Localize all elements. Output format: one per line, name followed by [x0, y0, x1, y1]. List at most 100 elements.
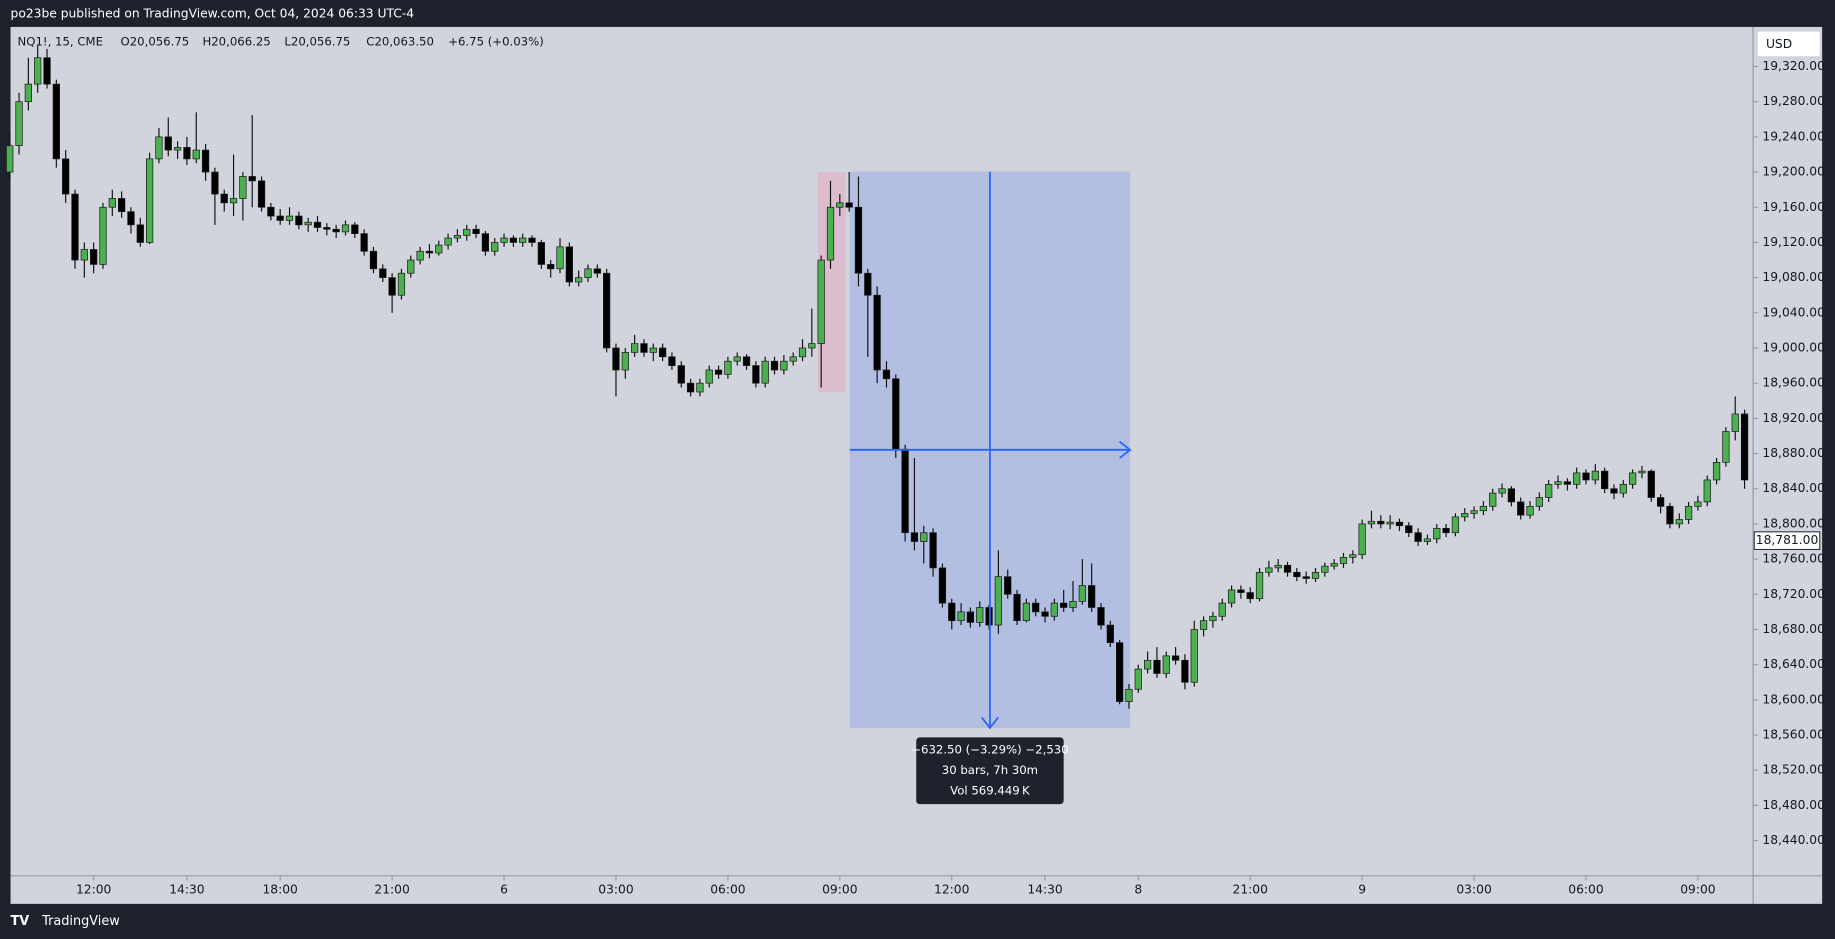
y-tick-label: 19,240.00: [1762, 129, 1825, 143]
candle-body: [1032, 602, 1040, 613]
candle-body: [836, 202, 844, 208]
candle-body: [201, 149, 210, 173]
candle-body: [369, 250, 378, 270]
candle-body: [1069, 600, 1077, 608]
candle-body: [1302, 576, 1310, 579]
candle-body: [892, 378, 900, 450]
candle-body: [621, 352, 629, 371]
candle-body: [1740, 413, 1749, 481]
x-tick-label: 21:00: [1233, 882, 1268, 896]
candle-body: [1311, 571, 1320, 579]
candle-body: [295, 215, 303, 226]
candle-body: [1582, 472, 1590, 481]
candle-body: [1395, 521, 1404, 527]
candle-body: [1433, 527, 1441, 540]
candle-body: [397, 272, 406, 296]
legend-item: +6.75 (+0.03%): [448, 35, 544, 49]
candle-body: [351, 224, 359, 234]
candle-body: [1517, 501, 1525, 516]
footer-logo: TV: [11, 914, 30, 929]
candle-body: [1078, 585, 1086, 602]
y-tick-label: 19,200.00: [1762, 165, 1825, 179]
candle-body: [1255, 571, 1264, 600]
candle-body: [360, 233, 368, 252]
candle-body: [1656, 497, 1665, 507]
candle-body: [826, 206, 835, 261]
candle-body: [229, 198, 238, 204]
candle-body: [62, 158, 70, 195]
candle-body: [1022, 602, 1030, 622]
y-tick-label: 18,680.00: [1762, 622, 1825, 636]
candle-body: [1274, 564, 1282, 569]
candle-body: [808, 343, 816, 349]
candle-body: [304, 221, 312, 226]
candle-body: [547, 264, 555, 270]
candle-body: [1722, 431, 1730, 463]
candle-body: [24, 83, 32, 103]
y-tick-label: 18,840.00: [1762, 481, 1825, 495]
candle-body: [528, 237, 536, 243]
candle-body: [453, 235, 462, 239]
candle-body: [444, 237, 452, 246]
y-tick-label: 19,320.00: [1762, 59, 1825, 73]
y-tick-label: 18,720.00: [1762, 587, 1825, 601]
candle-body: [1684, 505, 1693, 520]
measure-label: −632.50 (−3.29%) −2,530: [911, 743, 1068, 757]
candle-body: [1349, 554, 1357, 558]
candle-body: [966, 611, 975, 623]
y-tick-label: 18,760.00: [1762, 552, 1825, 566]
candle-body: [761, 360, 769, 384]
candle-body: [1666, 505, 1674, 525]
y-tick-label: 19,080.00: [1762, 270, 1825, 284]
candle-body: [724, 360, 732, 375]
candle-body: [1423, 538, 1432, 542]
candle-body: [696, 382, 704, 393]
legend-item: O20,056.75: [121, 35, 190, 49]
candle-body: [957, 611, 965, 622]
candle-body: [817, 259, 825, 344]
candle-body: [686, 382, 695, 393]
candle-body: [173, 147, 182, 151]
y-tick-label: 18,920.00: [1762, 411, 1825, 425]
y-tick-label: 19,160.00: [1762, 200, 1825, 214]
candle-body: [920, 532, 928, 542]
y-tick-label: 19,120.00: [1762, 235, 1825, 249]
candle-body: [882, 369, 891, 380]
candle-body: [1591, 470, 1599, 481]
candle-body: [1461, 513, 1469, 518]
candle-body: [1283, 564, 1292, 573]
candle-body: [565, 246, 573, 283]
x-tick-label: 18:00: [263, 882, 298, 896]
candle-body: [1712, 461, 1721, 481]
candle-body: [677, 365, 685, 384]
candle-body: [845, 202, 853, 208]
candle-body: [407, 259, 415, 274]
x-tick-label: 14:30: [1027, 882, 1062, 896]
x-tick-label: 12:00: [934, 882, 969, 896]
candle-body: [90, 249, 98, 265]
candle-body: [1638, 470, 1646, 474]
candle-body: [313, 221, 322, 228]
candle-body: [416, 250, 424, 261]
candle-body: [1060, 602, 1068, 608]
candle-body: [1227, 589, 1236, 604]
y-tick-label: 18,960.00: [1762, 376, 1825, 390]
candle-body: [854, 206, 863, 274]
candle-body: [1405, 525, 1413, 534]
candle-body: [742, 356, 751, 366]
candle-body: [1535, 497, 1543, 507]
candle-body: [1153, 659, 1161, 674]
last-price-tag: [1753, 531, 1821, 550]
x-tick-label: 12:00: [76, 882, 111, 896]
legend-item: H20,066.25: [202, 35, 270, 49]
candle-body: [1218, 602, 1226, 617]
candle-body: [1563, 481, 1571, 485]
candle-body: [1386, 521, 1394, 525]
candle-body: [519, 237, 527, 243]
y-tick-label: 18,480.00: [1762, 798, 1825, 812]
candle-body: [127, 211, 135, 226]
candle-body: [1088, 585, 1096, 608]
candle-body: [1097, 607, 1105, 626]
candle-body: [593, 268, 601, 274]
